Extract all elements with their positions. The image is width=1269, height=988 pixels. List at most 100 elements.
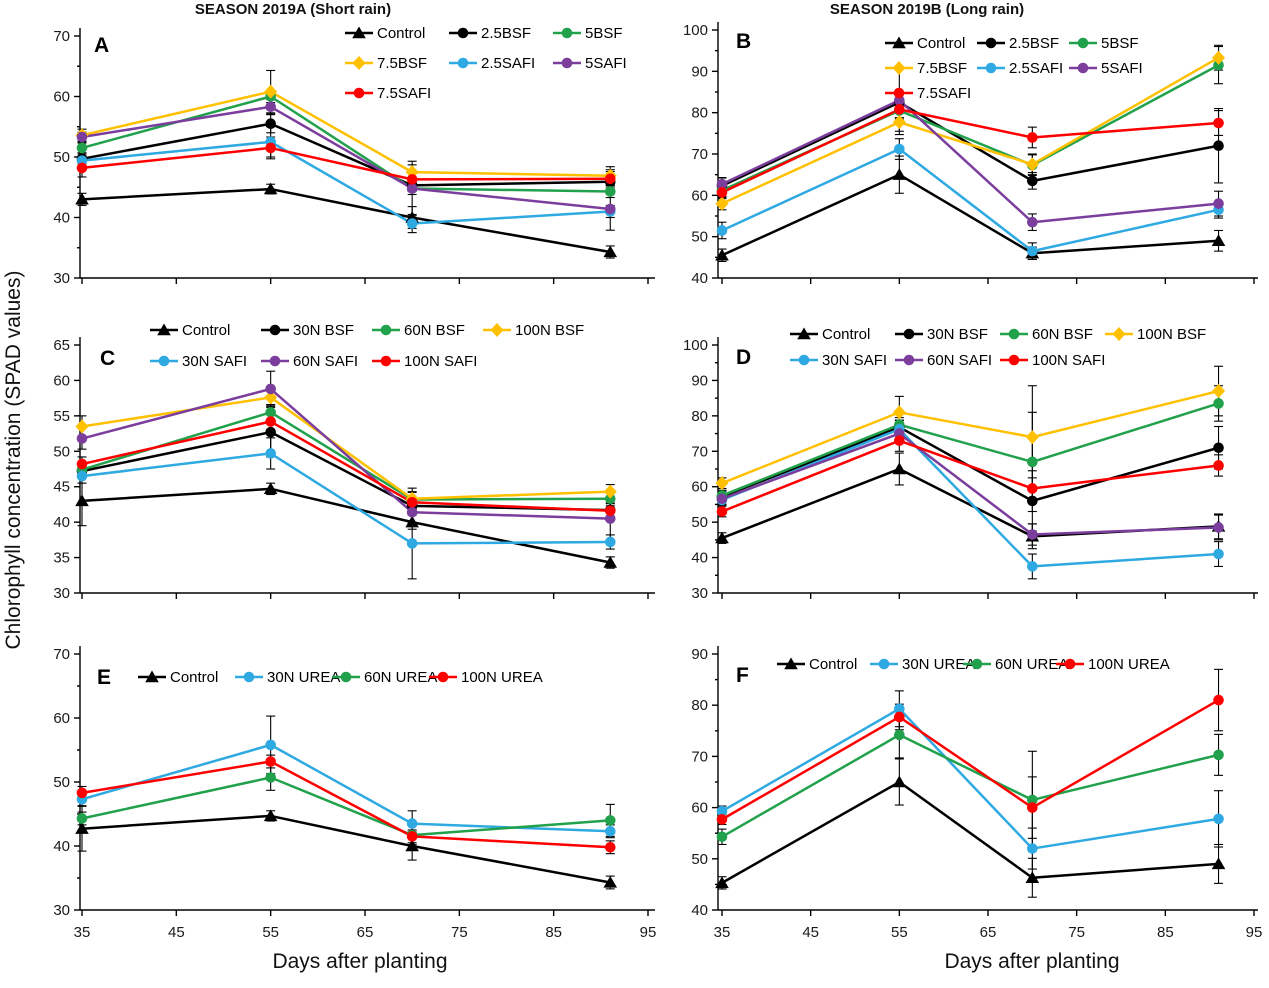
series-line-60n-urea bbox=[720, 733, 1220, 839]
marker-100n-urea bbox=[76, 787, 88, 799]
series-line-30n-bsf bbox=[720, 425, 1220, 503]
marker-2.5bsf bbox=[265, 118, 276, 130]
series-line-7.5safi bbox=[80, 146, 612, 181]
marker-5safi bbox=[76, 131, 88, 143]
series-line-7.5safi bbox=[720, 108, 1220, 194]
series-line-100n-bsf bbox=[720, 389, 1220, 485]
y-tick-label: 30 bbox=[691, 585, 708, 602]
column-title-season-2019b: SEASON 2019B (Long rain) bbox=[829, 1, 1025, 18]
marker-5bsf bbox=[1213, 59, 1224, 71]
marker-100n-bsf bbox=[715, 476, 729, 491]
marker-control bbox=[75, 822, 89, 834]
legend-marker-control bbox=[352, 26, 366, 39]
x-tick-label: 65 bbox=[357, 924, 374, 941]
y-tick-label: 30 bbox=[53, 270, 70, 287]
series-line-100n-urea bbox=[720, 698, 1220, 821]
y-tick-label: 40 bbox=[691, 550, 708, 567]
y-axis-label: Chlorophyll concentration (SPAD values) bbox=[2, 270, 25, 650]
series-line-2.5safi bbox=[80, 140, 612, 225]
legend-marker-100n-bsf bbox=[1112, 327, 1126, 341]
x-tick-label: 85 bbox=[1157, 924, 1174, 941]
panel-letter-E: E bbox=[97, 666, 111, 689]
marker-100n-bsf bbox=[1212, 384, 1226, 399]
y-tick-label: 70 bbox=[53, 646, 70, 663]
legend-label-7.5safi: 7.5SAFI bbox=[377, 85, 431, 102]
panel-D: 30 40 50 60 70 80 90 100 D Control 30N BSF 60N BSF 1… bbox=[683, 326, 1258, 602]
legend-label-100n-bsf: 100N BSF bbox=[1137, 326, 1206, 343]
legend-panel-D: Control 30N BSF 60N BSF 100N BSF 30N SAFI 60N… bbox=[790, 326, 1206, 369]
legend-label-30n-safi: 30N SAFI bbox=[182, 353, 247, 370]
x-tick-label: 85 bbox=[545, 924, 562, 941]
axes-panel-F bbox=[712, 646, 1258, 916]
marker-100n-bsf bbox=[264, 390, 278, 405]
legend-label-60n-safi: 60N SAFI bbox=[927, 352, 992, 369]
marker-30n-bsf bbox=[1213, 442, 1224, 454]
legend-marker-7.5bsf bbox=[352, 56, 366, 70]
legend-label-7.5safi: 7.5SAFI bbox=[917, 85, 971, 102]
y-tick-label: 40 bbox=[53, 514, 70, 531]
legend-marker-100n-safi bbox=[1008, 354, 1020, 366]
x-tick-label: 95 bbox=[1246, 924, 1263, 941]
marker-7.5bsf bbox=[892, 115, 906, 130]
legend-label-30n-safi: 30N SAFI bbox=[822, 352, 887, 369]
marker-100n-urea bbox=[894, 711, 905, 723]
panel-letter-C: C bbox=[100, 347, 115, 370]
y-tick-label: 60 bbox=[691, 479, 708, 496]
legend-label-60n-bsf: 60N BSF bbox=[404, 322, 465, 339]
y-tick-label: 80 bbox=[691, 408, 708, 425]
marker-5safi bbox=[406, 183, 418, 194]
marker-60n-bsf bbox=[604, 493, 616, 505]
marker-7.5safi bbox=[406, 174, 418, 185]
series-line-control bbox=[80, 187, 612, 254]
marker-5safi bbox=[716, 178, 728, 190]
legend-marker-control bbox=[145, 670, 159, 683]
marker-2.5safi bbox=[406, 218, 418, 229]
marker-5bsf bbox=[76, 142, 88, 154]
series-line-2.5safi bbox=[720, 147, 1220, 253]
y-tick-label: 60 bbox=[53, 89, 70, 106]
legend-label-control: Control bbox=[917, 35, 965, 52]
marker-30n-urea bbox=[1027, 843, 1038, 854]
marker-60n-safi bbox=[265, 383, 276, 395]
marker-control bbox=[892, 462, 907, 475]
y-tick-label: 50 bbox=[691, 229, 708, 246]
y-tick-label: 55 bbox=[53, 408, 70, 425]
y-tick-label: 80 bbox=[691, 105, 708, 122]
marker-60n-bsf bbox=[1213, 398, 1224, 409]
marker-100n-safi bbox=[406, 497, 418, 508]
series-line-60n-urea bbox=[80, 776, 612, 837]
x-tick-label: 75 bbox=[451, 924, 468, 941]
legend-label-30n-urea: 30N UREA bbox=[902, 656, 975, 673]
marker-100n-urea bbox=[1213, 694, 1224, 706]
legend-marker-control bbox=[797, 327, 811, 340]
y-tick-label: 80 bbox=[691, 697, 708, 714]
legend-label-100n-safi: 100N SAFI bbox=[1032, 352, 1105, 369]
legend-marker-5bsf bbox=[1077, 37, 1089, 49]
marker-30n-urea bbox=[604, 825, 616, 837]
legend-panel-E: Control 30N UREA 60N UREA 100N UREA bbox=[138, 669, 543, 686]
legend-marker-60n-bsf bbox=[1008, 328, 1020, 340]
y-tick-label: 40 bbox=[53, 210, 70, 227]
legend-label-control: Control bbox=[182, 322, 230, 339]
marker-control bbox=[405, 839, 419, 852]
marker-100n-urea bbox=[604, 841, 616, 853]
marker-5safi bbox=[1027, 216, 1038, 228]
marker-control bbox=[75, 192, 89, 205]
y-tick-label: 50 bbox=[53, 774, 70, 791]
series-line-2.5bsf bbox=[80, 122, 612, 187]
legend-marker-5safi bbox=[1077, 62, 1089, 74]
marker-control bbox=[263, 182, 278, 195]
marker-60n-urea bbox=[894, 729, 905, 741]
series-line-7.5bsf bbox=[720, 56, 1220, 205]
series-line-30n-urea bbox=[80, 743, 612, 833]
y-tick-label: 60 bbox=[53, 372, 70, 389]
marker-30n-bsf bbox=[265, 426, 276, 438]
marker-100n-bsf bbox=[1025, 430, 1039, 445]
series-line-100n-safi bbox=[80, 420, 612, 513]
legend-marker-30n-safi bbox=[158, 355, 170, 367]
legend-marker-5bsf bbox=[561, 27, 573, 39]
marker-2.5safi bbox=[76, 155, 88, 166]
marker-30n-urea bbox=[265, 739, 276, 751]
y-tick-label: 100 bbox=[683, 22, 708, 39]
